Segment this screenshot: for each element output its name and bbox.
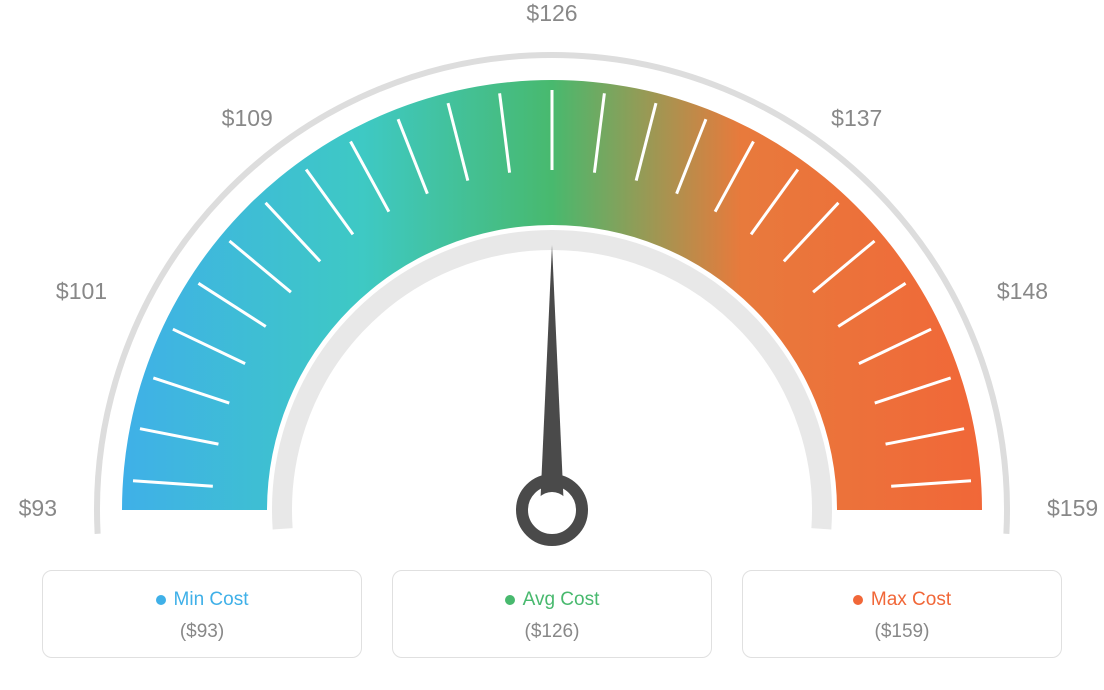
max-dot-icon (853, 595, 863, 605)
avg-dot-icon (505, 595, 515, 605)
max-cost-label-row: Max Cost (853, 589, 951, 611)
summary-panels: Min Cost ($93) Avg Cost ($126) Max Cost … (0, 570, 1104, 658)
avg-cost-label-row: Avg Cost (505, 589, 600, 611)
min-cost-panel: Min Cost ($93) (42, 570, 362, 658)
max-cost-value: ($159) (763, 621, 1041, 643)
svg-text:$93: $93 (19, 495, 57, 521)
min-dot-icon (156, 595, 166, 605)
avg-cost-panel: Avg Cost ($126) (392, 570, 712, 658)
min-cost-label: Min Cost (174, 589, 249, 611)
svg-text:$137: $137 (831, 105, 882, 131)
chart-container: $93 $101 $109 $126 $137 $148 $159 Min Cost ($9… (0, 0, 1104, 690)
svg-text:$148: $148 (997, 278, 1048, 304)
svg-text:$159: $159 (1047, 495, 1098, 521)
svg-text:$126: $126 (526, 0, 577, 26)
min-cost-label-row: Min Cost (156, 589, 249, 611)
max-cost-label: Max Cost (871, 589, 951, 611)
avg-cost-label: Avg Cost (523, 589, 600, 611)
svg-text:$109: $109 (222, 105, 273, 131)
gauge-svg: $93 $101 $109 $126 $137 $148 $159 (0, 0, 1104, 560)
gauge-area: $93 $101 $109 $126 $137 $148 $159 (0, 0, 1104, 560)
avg-cost-value: ($126) (413, 621, 691, 643)
max-cost-panel: Max Cost ($159) (742, 570, 1062, 658)
svg-text:$101: $101 (56, 278, 107, 304)
min-cost-value: ($93) (63, 621, 341, 643)
